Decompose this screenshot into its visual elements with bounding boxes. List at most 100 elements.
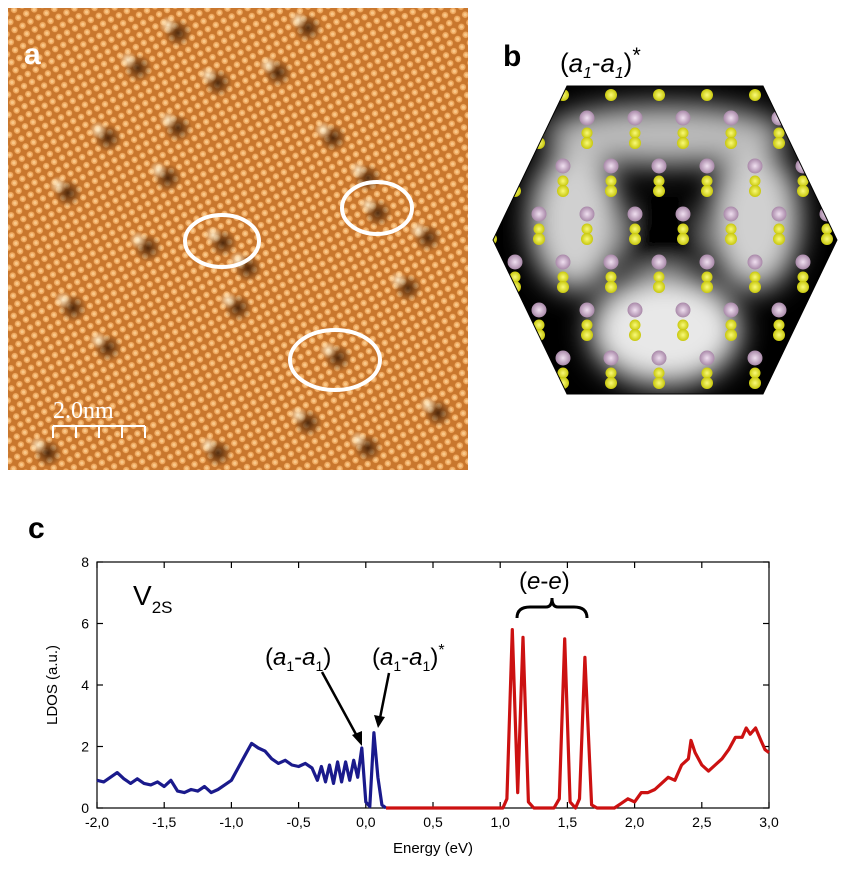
stm-defect-bright xyxy=(219,291,237,309)
mo-atom xyxy=(603,158,619,174)
ldos-series-occupied xyxy=(96,731,387,810)
mo-atom xyxy=(699,254,715,270)
s-atom xyxy=(749,185,761,197)
mo-atom xyxy=(580,399,595,401)
stm-defect-bright xyxy=(89,121,107,139)
annotation-antibonding: (a1-a1)* xyxy=(372,642,445,674)
s-atom xyxy=(797,185,809,197)
s-atom xyxy=(557,271,569,283)
stm-defect-bright xyxy=(314,121,332,139)
mo-atom xyxy=(651,158,667,174)
s-atom xyxy=(605,271,617,283)
s-atom xyxy=(605,377,617,389)
s-atom xyxy=(701,367,713,379)
stm-image: 2.0nm xyxy=(8,8,468,470)
mo-atom xyxy=(723,206,739,222)
s-atom xyxy=(493,319,497,331)
s-atom xyxy=(629,137,641,149)
x-tick-label: -1,0 xyxy=(219,814,243,830)
stm-defect-bright xyxy=(319,341,337,359)
s-atom xyxy=(725,329,737,341)
s-atom xyxy=(509,175,521,187)
stm-defect-bright xyxy=(349,161,367,179)
x-tick-label: 2,5 xyxy=(692,814,712,830)
e-states-brace xyxy=(515,597,589,619)
mo-atom xyxy=(820,399,835,401)
s-atom xyxy=(725,223,737,235)
mo-atom xyxy=(493,206,499,222)
s-atom xyxy=(773,233,785,245)
s-atom xyxy=(653,175,665,187)
mo-atom xyxy=(531,110,547,126)
stm-defect-bright xyxy=(54,291,72,309)
mo-atom xyxy=(555,254,571,270)
s-atom xyxy=(493,223,497,235)
mo-atom xyxy=(507,158,523,174)
x-tick-label: 0,0 xyxy=(356,814,376,830)
s-atom xyxy=(509,377,521,389)
mo-atom xyxy=(676,399,691,401)
s-atom xyxy=(581,329,593,341)
x-axis-label: Energy (eV) xyxy=(393,840,473,857)
mo-atom xyxy=(844,159,846,174)
s-atom xyxy=(773,319,785,331)
s-atom xyxy=(629,233,641,245)
s-atom xyxy=(557,377,569,389)
s-atom xyxy=(797,281,809,293)
y-tick-label: 2 xyxy=(81,739,89,755)
s-atom xyxy=(629,319,641,331)
mo-atom xyxy=(723,302,739,318)
mo-atom xyxy=(772,399,787,401)
s-atom xyxy=(821,223,833,235)
s-atom xyxy=(773,137,785,149)
s-atom xyxy=(533,319,545,331)
s-atom xyxy=(797,377,809,389)
stm-defect-bright xyxy=(159,16,177,34)
s-atom xyxy=(701,185,713,197)
x-tick-label: 0,5 xyxy=(423,814,443,830)
s-atom xyxy=(797,271,809,283)
stm-defect-bright xyxy=(389,271,407,289)
stm-defect-bright xyxy=(199,66,217,84)
s-atom xyxy=(605,185,617,197)
stm-defect-bright xyxy=(289,11,307,29)
mo-atom xyxy=(795,158,811,174)
s-atom xyxy=(629,329,641,341)
x-tick-label: 3,0 xyxy=(759,814,779,830)
s-atom xyxy=(557,185,569,197)
mo-atom xyxy=(603,254,619,270)
mo-atom xyxy=(723,110,739,126)
s-atom xyxy=(701,89,713,101)
scale-bar xyxy=(52,425,146,438)
s-atom xyxy=(677,319,689,331)
x-tick-label: 1,0 xyxy=(490,814,510,830)
stm-defect-bright xyxy=(159,111,177,129)
x-tick-label: 1,5 xyxy=(558,814,578,830)
mo-atom xyxy=(771,206,787,222)
stm-defect-bright xyxy=(359,196,377,214)
mo-atom xyxy=(603,350,619,366)
stm-defect-bright xyxy=(119,51,137,69)
mo-atom xyxy=(795,254,811,270)
arrow-bonding xyxy=(320,671,362,746)
mo-atom xyxy=(651,350,667,366)
mo-atom xyxy=(771,110,787,126)
mo-atom xyxy=(699,158,715,174)
panel-a-label: a xyxy=(24,38,41,71)
mo-atom xyxy=(627,302,643,318)
stm-defect-bright xyxy=(199,436,217,454)
s-atom xyxy=(533,223,545,235)
scale-bar-label: 2.0nm xyxy=(53,398,114,424)
ldos-series-unoccupied xyxy=(386,628,770,810)
s-atom xyxy=(653,367,665,379)
s-atom xyxy=(725,233,737,245)
s-atom xyxy=(749,175,761,187)
mo-atom xyxy=(675,302,691,318)
s-atom xyxy=(821,137,833,149)
x-tick-label: -1,5 xyxy=(152,814,176,830)
mo-atom xyxy=(651,254,667,270)
s-atom xyxy=(605,175,617,187)
hexagon-title: (a1-a1)* xyxy=(560,42,641,82)
mo-atom xyxy=(844,351,846,366)
mo-atom xyxy=(493,110,499,126)
